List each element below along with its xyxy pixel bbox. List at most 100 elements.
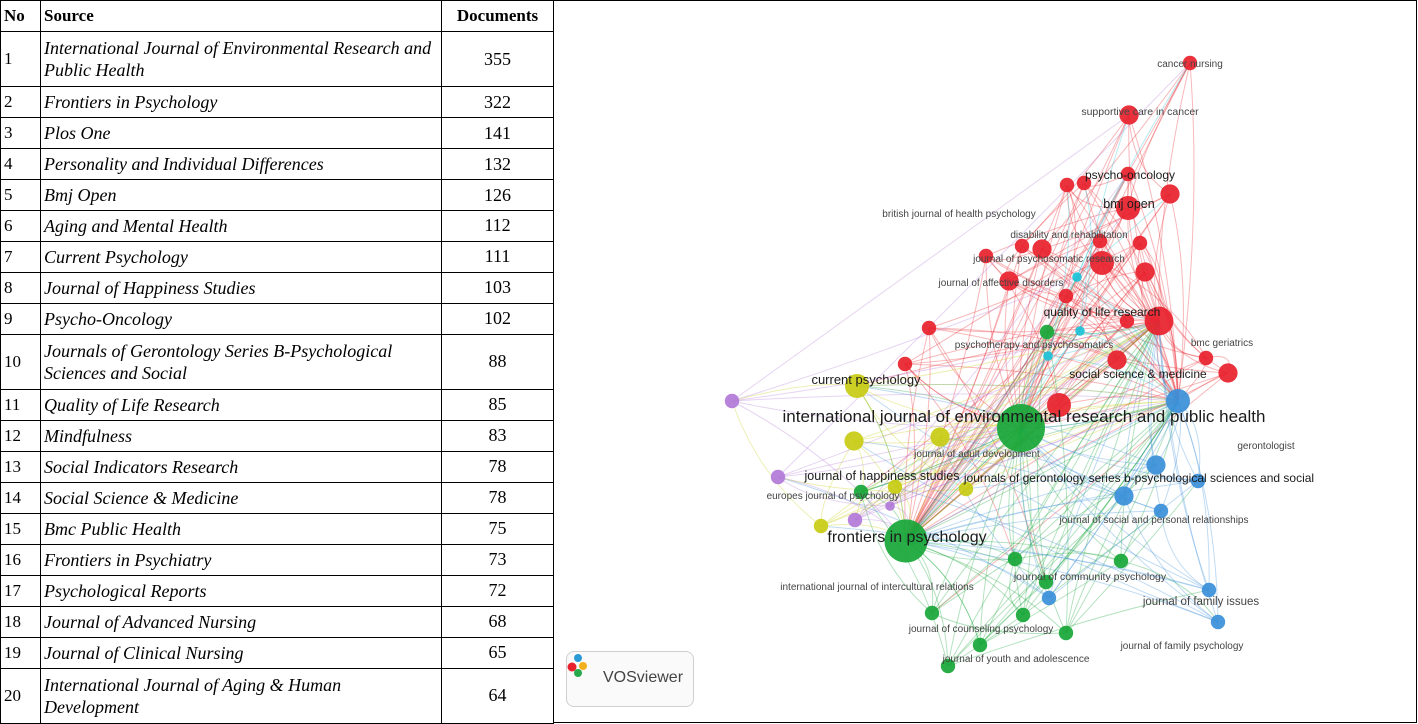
network-label: frontiers in psychology: [827, 529, 986, 546]
row-documents: 88: [441, 333, 554, 391]
network-edge: [860, 320, 1160, 493]
network-edge: [856, 383, 1179, 402]
network-node-red: [1135, 262, 1155, 282]
network-edge: [985, 255, 1179, 402]
network-edge: [985, 255, 1060, 406]
network-node-red: [1014, 238, 1030, 254]
row-number: 10: [0, 333, 41, 391]
network-node-red: [1107, 350, 1127, 370]
row-number: 7: [0, 240, 41, 273]
network-edge: [979, 400, 1179, 646]
row-number: 19: [0, 636, 41, 669]
network-edge: [905, 539, 1122, 562]
network-edge: [860, 427, 1022, 493]
network-edge: [1046, 320, 1160, 336]
network-edge: [1008, 280, 1128, 322]
network-edge: [856, 385, 967, 490]
network-label: bmc geriatrics: [1191, 338, 1253, 349]
table-row: 11 Quality of Life Research 85: [0, 389, 554, 421]
row-documents: 102: [441, 302, 554, 335]
network-edge: [1066, 184, 1179, 402]
network-edge: [1120, 320, 1160, 562]
row-documents: 73: [441, 543, 554, 576]
network-edge: [1065, 400, 1179, 634]
network-edge: [905, 280, 1010, 542]
network-edge: [1020, 114, 1130, 429]
network-edge: [1021, 245, 1179, 402]
network-edge: [889, 400, 1179, 507]
table-row: 20 International Journal of Aging & Human…: [0, 667, 554, 724]
network-edge: [856, 320, 1160, 387]
row-documents: 78: [441, 481, 554, 514]
row-documents: 64: [441, 667, 554, 724]
network-edge: [1079, 182, 1092, 332]
table-row: 9 Psycho-Oncology 102: [0, 302, 554, 335]
vosviewer-logo-icon: [567, 654, 587, 677]
table-row: 3 Plos One 141: [0, 117, 554, 150]
network-edge: [854, 173, 1129, 521]
row-source: Psycho-Oncology: [40, 302, 442, 335]
network-edge: [905, 540, 1067, 634]
header-no: No: [0, 0, 41, 32]
network-label: journals of gerontology series b-psychol…: [963, 471, 1314, 485]
network-edge: [860, 491, 949, 667]
network-edge: [905, 331, 1048, 542]
network-edge: [1041, 193, 1171, 250]
network-label: disability and rehabilitation: [1010, 230, 1127, 241]
network-label: bmj open: [1103, 197, 1154, 211]
network-edge: [1020, 427, 1210, 591]
network-edge: [1045, 320, 1160, 583]
network-edge: [1046, 331, 1229, 374]
network-edge: [985, 207, 1129, 257]
network-node-red: [1119, 313, 1135, 329]
network-edge: [1123, 320, 1160, 497]
network-edge: [1127, 207, 1179, 402]
network-edge: [905, 262, 1103, 542]
network-label: journal of community psychology: [1013, 571, 1167, 583]
network-node-red: [1119, 105, 1139, 125]
network-edge: [1065, 400, 1179, 634]
row-source: International Journal of Aging & Human D…: [40, 667, 442, 724]
network-label: british journal of health psychology: [882, 209, 1035, 220]
row-number: 13: [0, 450, 41, 483]
network-edge: [1177, 62, 1195, 402]
network-label: journal of social and personal relations…: [1058, 515, 1248, 526]
network-edge: [894, 400, 1179, 488]
network-edge: [1065, 295, 1207, 359]
network-node-red: [1218, 363, 1238, 383]
network-edge: [1079, 330, 1179, 402]
network-edge: [1014, 552, 1122, 562]
network-node-cyan: [1075, 326, 1085, 336]
network-node-red: [1032, 239, 1052, 259]
table-row: 18 Journal of Advanced Nursing 68: [0, 605, 554, 638]
vosviewer-badge: VOSviewer: [566, 651, 694, 707]
row-documents: 141: [441, 117, 554, 150]
network-edge: [928, 327, 1179, 402]
network-edge: [905, 480, 1199, 542]
network-node-red: [1132, 235, 1148, 251]
network-edge: [931, 372, 1229, 614]
network-edge: [1083, 182, 1179, 402]
row-source: Aging and Mental Health: [40, 210, 442, 242]
network-edge: [1046, 331, 1069, 634]
row-documents: 68: [441, 605, 554, 638]
row-source: Plos One: [40, 117, 442, 150]
network-node-yellow: [845, 374, 869, 398]
row-number: 15: [0, 512, 41, 545]
network-edge: [1058, 271, 1146, 406]
network-edge: [905, 495, 1125, 542]
network-edge: [1041, 248, 1179, 402]
row-documents: 85: [441, 389, 554, 421]
network-edge: [965, 476, 1199, 490]
vosviewer-network-panel: cancer nursing supportive care in cancer p…: [554, 0, 1417, 723]
network-node-red: [1059, 177, 1075, 193]
network-edge: [1014, 320, 1160, 560]
network-edge: [860, 491, 933, 614]
row-number: 18: [0, 605, 41, 638]
row-source: Bmc Public Health: [40, 512, 442, 545]
network-node-red: [1182, 55, 1198, 71]
network-edge: [1014, 400, 1179, 560]
network-node-purple: [724, 393, 740, 409]
network-edge: [860, 427, 1022, 493]
network-edge: [1177, 400, 1219, 623]
